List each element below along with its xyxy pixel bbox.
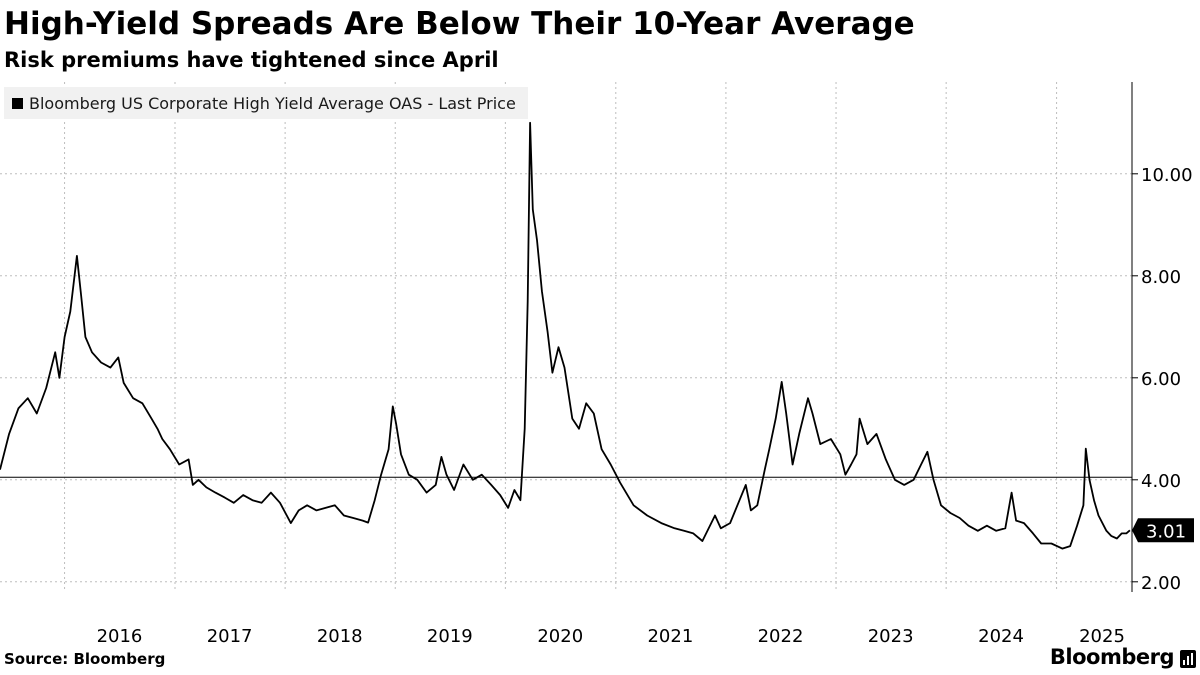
source-note: Source: Bloomberg	[4, 650, 166, 668]
x-year-label: 2024	[978, 626, 1024, 647]
bloomberg-terminal-icon	[1180, 650, 1196, 668]
y-tick-label: 6.00	[1141, 369, 1181, 390]
last-value-label: 3.01	[1146, 521, 1186, 542]
chart-legend: Bloomberg US Corporate High Yield Averag…	[4, 87, 528, 119]
x-year-label: 2023	[868, 626, 914, 647]
axis-layer	[1131, 82, 1138, 592]
legend-swatch	[12, 97, 23, 109]
chart-title: High-Yield Spreads Are Below Their 10-Ye…	[4, 6, 915, 42]
last-value-box	[1132, 518, 1194, 543]
bloomberg-logo: Bloomberg	[1049, 645, 1175, 669]
series-layer	[0, 121, 1131, 550]
oas-series-line	[0, 121, 1131, 550]
x-year-label: 2016	[97, 626, 143, 647]
label-layer: 2.00 4.00 6.00 8.00 10.00 2016 2017 2018 2019 202…	[97, 165, 1194, 647]
grid-layer	[0, 82, 1132, 592]
x-year-label: 2022	[758, 626, 804, 647]
x-year-label: 2019	[427, 626, 473, 647]
x-year-label: 2018	[317, 626, 363, 647]
x-year-label: 2020	[537, 626, 583, 647]
x-year-label: 2017	[207, 626, 253, 647]
x-year-label: 2025	[1079, 626, 1125, 647]
x-year-label: 2021	[647, 626, 693, 647]
legend-label: Bloomberg US Corporate High Yield Averag…	[29, 93, 516, 113]
y-tick-label: 8.00	[1141, 267, 1181, 288]
y-tick-label: 2.00	[1141, 573, 1181, 594]
chart-subtitle: Risk premiums have tightened since April	[4, 48, 499, 72]
y-tick-label: 4.00	[1141, 471, 1181, 492]
y-tick-label: 10.00	[1141, 165, 1193, 186]
